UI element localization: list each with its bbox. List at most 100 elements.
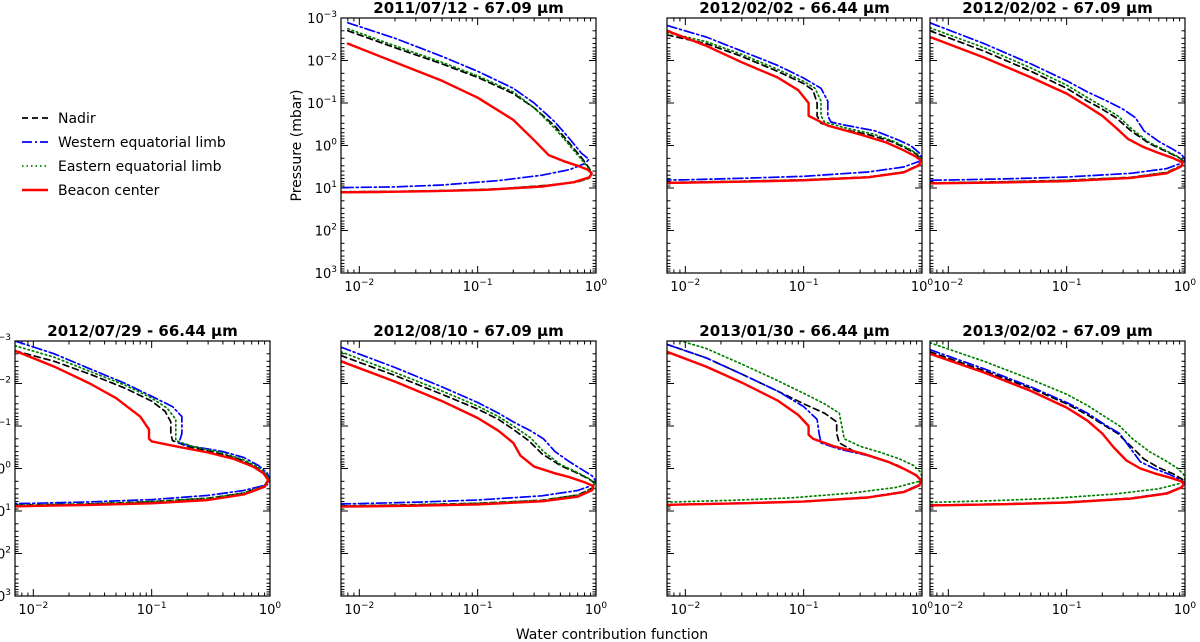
tick-label-x: 100 <box>585 601 608 618</box>
plot-frame <box>340 17 597 274</box>
tick-exponent: 3 <box>5 588 11 598</box>
tick-label-x: 10−1 <box>463 601 493 618</box>
tick-base: 10 <box>1174 603 1191 618</box>
tick-exponent: 0 <box>5 461 11 471</box>
axis-ticks <box>666 17 922 273</box>
chart-panel: 2012/07/29 - 66.44 µm10−210−110010−310−2… <box>0 322 281 618</box>
tick-base: 10 <box>307 12 324 27</box>
tick-label-y: 102 <box>315 223 337 240</box>
tick-base: 10 <box>315 182 332 197</box>
tick-exponent: −3 <box>0 333 11 343</box>
series-group <box>930 21 1185 185</box>
series-line-eastern-equatorial-limb <box>930 341 1185 504</box>
panel-title: 2011/07/12 - 67.09 µm <box>373 0 563 17</box>
tick-exponent: −1 <box>805 601 818 611</box>
series-line-western-equatorial-limb <box>667 343 922 506</box>
tick-exponent: 1 <box>5 503 11 513</box>
series-group <box>667 341 922 507</box>
tick-label-y: 10−2 <box>0 376 11 393</box>
legend-label: Western equatorial limb <box>58 135 226 151</box>
y-axis-label: Pressure (mbar) <box>289 89 305 201</box>
legend-label: Nadir <box>58 111 96 127</box>
tick-base: 10 <box>670 603 687 618</box>
axis-ticks <box>929 340 1185 596</box>
series-group <box>341 21 593 194</box>
tick-label-x: 100 <box>259 601 282 618</box>
series-line-western-equatorial-limb <box>930 348 1185 507</box>
tick-label-y: 100 <box>0 461 11 478</box>
tick-label-x: 10−2 <box>670 278 700 295</box>
panel-title: 2012/08/10 - 67.09 µm <box>373 322 563 340</box>
legend-label: Eastern equatorial limb <box>58 159 222 175</box>
tick-label-x: 10−2 <box>670 601 700 618</box>
plot-frame <box>340 340 597 597</box>
tick-label-x: 10−2 <box>344 601 374 618</box>
tick-label-y: 10−1 <box>0 418 11 435</box>
tick-label-y: 102 <box>0 546 11 563</box>
x-axis-label: Water contribution function <box>516 627 708 642</box>
tick-base: 10 <box>911 280 928 295</box>
tick-base: 10 <box>463 603 480 618</box>
tick-label-y: 103 <box>0 588 11 605</box>
tick-exponent: 0 <box>1190 278 1196 288</box>
tick-base: 10 <box>315 267 332 282</box>
tick-label-y: 10−3 <box>307 10 337 27</box>
tick-exponent: −2 <box>35 601 48 611</box>
tick-label-y: 101 <box>0 503 11 520</box>
tick-base: 10 <box>670 280 687 295</box>
tick-exponent: 2 <box>331 223 337 233</box>
tick-exponent: 0 <box>927 278 933 288</box>
tick-exponent: 0 <box>331 138 337 148</box>
legend-item: Western equatorial limb <box>22 135 226 151</box>
tick-base: 10 <box>0 590 5 605</box>
series-line-eastern-equatorial-limb <box>341 27 593 193</box>
tick-label-x: 10−1 <box>789 278 819 295</box>
series-line-beacon-center <box>930 35 1184 185</box>
tick-label-x: 100 <box>911 278 934 295</box>
series-line-beacon-center <box>15 349 270 508</box>
panel-title: 2012/02/02 - 67.09 µm <box>962 0 1152 17</box>
tick-label-x: 100 <box>1174 278 1197 295</box>
plot-frame <box>929 17 1186 274</box>
tick-label-x: 10−1 <box>1052 601 1082 618</box>
series-line-beacon-center <box>667 29 922 185</box>
tick-exponent: 0 <box>601 278 607 288</box>
tick-label-y: 100 <box>315 138 338 155</box>
tick-label-x: 10−1 <box>1052 278 1082 295</box>
tick-base: 10 <box>1052 280 1069 295</box>
series-line-western-equatorial-limb <box>930 21 1185 182</box>
series-line-eastern-equatorial-limb <box>15 344 270 507</box>
tick-exponent: 1 <box>331 180 337 190</box>
axis-ticks <box>340 340 596 596</box>
tick-base: 10 <box>344 603 361 618</box>
tick-exponent: 0 <box>1190 601 1196 611</box>
panel-title: 2013/01/30 - 66.44 µm <box>699 322 889 340</box>
tick-base: 10 <box>344 280 361 295</box>
legend-item: Eastern equatorial limb <box>22 159 222 175</box>
series-group <box>15 341 270 508</box>
tick-base: 10 <box>585 603 602 618</box>
tick-base: 10 <box>259 603 276 618</box>
panel-title: 2012/07/29 - 66.44 µm <box>47 322 237 340</box>
legend-label: Beacon center <box>58 183 160 199</box>
chart-panel: 2012/02/02 - 67.09 µm 10 −2 10−1 100 <box>929 0 1197 295</box>
series-group <box>930 341 1185 507</box>
tick-exponent: −2 <box>687 278 700 288</box>
tick-label-x: 10−2 <box>344 278 374 295</box>
tick-label-x: 10−2 <box>18 601 48 618</box>
series-line-beacon-center <box>341 42 593 194</box>
tick-base: 10 <box>315 140 332 155</box>
tick-exponent: −1 <box>324 95 337 105</box>
tick-exponent: 0 <box>601 601 607 611</box>
tick-exponent: −2 <box>950 278 963 288</box>
tick-label-x: 100 <box>585 278 608 295</box>
tick-base: 10 <box>307 55 324 70</box>
tick-base: 10 <box>933 603 950 618</box>
tick-exponent: −3 <box>324 10 337 20</box>
tick-exponent: −1 <box>0 418 11 428</box>
